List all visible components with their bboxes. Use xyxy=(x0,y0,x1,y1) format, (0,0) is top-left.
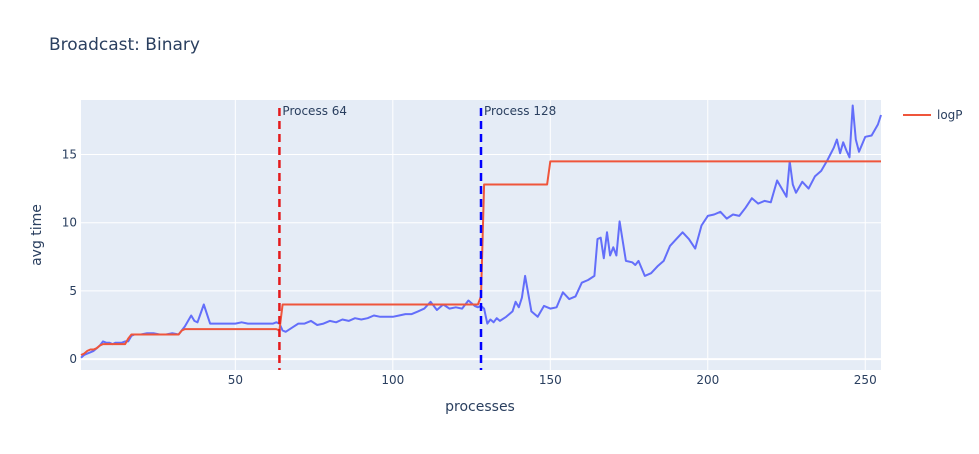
tick-layer: 50 100 150 200 250 0 5 10 15 xyxy=(62,148,877,387)
series-line-logp xyxy=(80,160,881,356)
series-line-0 xyxy=(80,104,882,359)
vline-label-64: Process 64 xyxy=(282,104,347,118)
y-tick-label: 15 xyxy=(62,148,77,162)
y-tick-label: 0 xyxy=(69,352,77,366)
x-tick-label: 200 xyxy=(696,373,719,387)
series-layer xyxy=(80,104,882,359)
x-tick-label: 100 xyxy=(381,373,404,387)
legend[interactable]: logP xyxy=(903,108,963,122)
vline-layer: Process 64 Process 128 xyxy=(278,104,556,370)
y-axis-label: avg time xyxy=(29,204,45,266)
y-tick-label: 10 xyxy=(62,216,77,230)
x-tick-label: 50 xyxy=(228,373,243,387)
x-tick-label: 250 xyxy=(854,373,877,387)
vline-label-128: Process 128 xyxy=(484,104,556,118)
legend-label-logp: logP xyxy=(937,108,963,122)
x-tick-label: 150 xyxy=(539,373,562,387)
plot-background xyxy=(81,100,881,370)
x-axis-label: processes xyxy=(445,399,515,415)
y-tick-label: 5 xyxy=(69,284,77,298)
chart-title: Broadcast: Binary xyxy=(49,35,200,55)
